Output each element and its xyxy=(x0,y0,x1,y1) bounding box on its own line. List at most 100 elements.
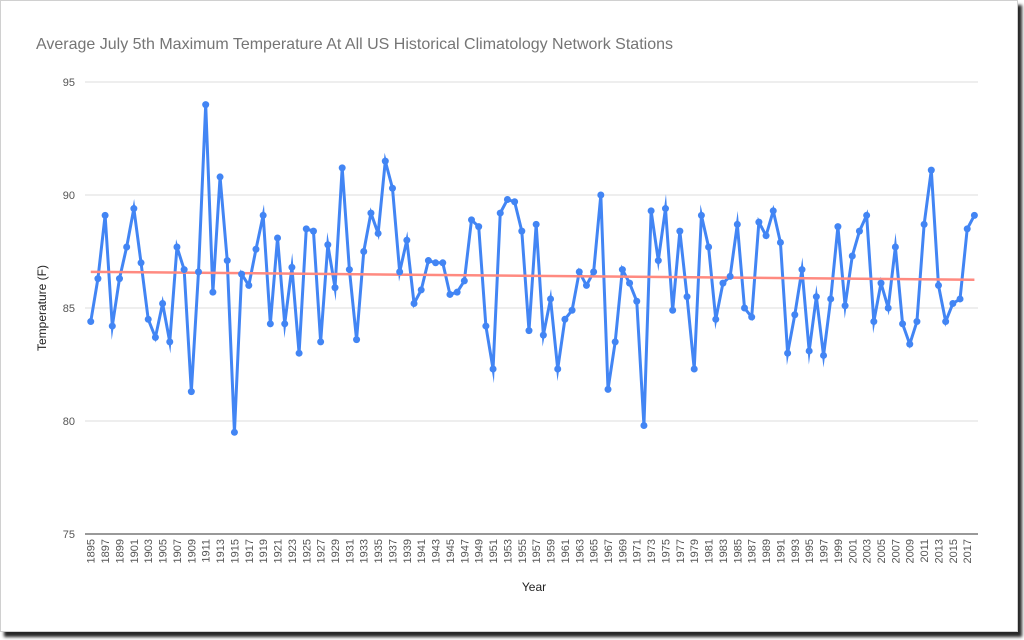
data-point-1974 xyxy=(654,257,662,265)
x-tick-label-1917: 1917 xyxy=(244,539,256,563)
data-point-1943 xyxy=(432,259,440,267)
x-tick-label-1901: 1901 xyxy=(129,539,141,563)
x-tick-label-1903: 1903 xyxy=(143,539,155,563)
data-point-1914 xyxy=(223,257,231,265)
x-tick-label-1969: 1969 xyxy=(617,539,629,563)
points-layer xyxy=(87,101,978,436)
data-point-1909 xyxy=(187,388,195,396)
data-point-2012 xyxy=(927,166,935,174)
data-point-1989 xyxy=(762,232,770,240)
trendline xyxy=(90,270,975,281)
x-tick-label-1943: 1943 xyxy=(431,539,443,563)
data-point-1912 xyxy=(209,288,217,296)
x-tick-label-2009: 2009 xyxy=(905,539,917,563)
y-tick-label-90: 90 xyxy=(63,190,75,202)
data-point-1927 xyxy=(317,338,325,346)
x-tick-label-1907: 1907 xyxy=(172,539,184,563)
x-tick-label-1971: 1971 xyxy=(632,539,644,563)
x-tick-label-1989: 1989 xyxy=(761,539,773,563)
y-tick-label-95: 95 xyxy=(63,77,75,89)
data-point-1911 xyxy=(202,101,210,109)
y-tick-label-85: 85 xyxy=(63,303,75,315)
data-point-1920 xyxy=(266,320,274,328)
x-tick-label-2013: 2013 xyxy=(933,539,945,563)
data-point-1953 xyxy=(503,196,511,204)
x-tick-label-1987: 1987 xyxy=(747,539,759,563)
x-tick-label-1915: 1915 xyxy=(229,539,241,563)
x-tick-label-1939: 1939 xyxy=(402,539,414,563)
data-point-1978 xyxy=(683,293,691,301)
x-tick-label-1925: 1925 xyxy=(301,539,313,563)
data-point-1936 xyxy=(381,157,389,165)
data-point-1928 xyxy=(324,241,332,249)
x-tick-label-1981: 1981 xyxy=(704,539,716,563)
data-point-1983 xyxy=(719,279,727,287)
x-tick-label-1929: 1929 xyxy=(330,539,342,563)
data-point-1993 xyxy=(791,311,799,319)
x-tick-label-1927: 1927 xyxy=(316,539,328,563)
y-axis-ticks: 75 80 85 90 95 xyxy=(63,77,75,541)
x-tick-label-1941: 1941 xyxy=(416,539,428,563)
x-tick-label-1945: 1945 xyxy=(445,539,457,563)
data-point-1934 xyxy=(367,209,375,217)
data-point-1949 xyxy=(475,223,483,231)
data-point-1947 xyxy=(460,277,468,285)
data-point-1952 xyxy=(496,209,504,217)
x-tick-label-1979: 1979 xyxy=(689,539,701,563)
data-point-1902 xyxy=(137,259,145,267)
data-point-2005 xyxy=(877,279,885,287)
x-tick-label-1937: 1937 xyxy=(387,539,399,563)
data-point-1904 xyxy=(151,333,159,341)
data-point-1946 xyxy=(453,288,461,296)
data-point-1944 xyxy=(439,259,447,267)
data-point-1995 xyxy=(805,347,813,355)
data-point-1963 xyxy=(575,268,583,276)
x-tick-label-1999: 1999 xyxy=(833,539,845,563)
data-point-2018 xyxy=(970,211,978,219)
data-point-2009 xyxy=(906,340,914,348)
data-point-1915 xyxy=(230,428,238,436)
data-point-1932 xyxy=(353,336,361,344)
x-tick-label-2007: 2007 xyxy=(890,539,902,563)
data-point-1950 xyxy=(482,322,490,330)
x-tick-label-1995: 1995 xyxy=(804,539,816,563)
data-point-1980 xyxy=(697,211,705,219)
data-point-1910 xyxy=(195,268,203,276)
data-point-1917 xyxy=(245,281,253,289)
data-point-1986 xyxy=(741,304,749,312)
data-point-2008 xyxy=(899,320,907,328)
data-point-1966 xyxy=(597,191,605,199)
data-point-2015 xyxy=(949,299,957,307)
data-point-2001 xyxy=(848,252,856,260)
data-point-1954 xyxy=(511,198,519,206)
x-tick-label-1963: 1963 xyxy=(574,539,586,563)
data-point-2017 xyxy=(963,225,971,233)
y-tick-label-80: 80 xyxy=(63,416,75,428)
data-point-1982 xyxy=(712,315,720,323)
data-point-1994 xyxy=(798,266,806,274)
data-point-2002 xyxy=(855,227,863,235)
data-point-1935 xyxy=(374,229,382,237)
data-point-1895 xyxy=(87,318,95,326)
x-tick-label-1911: 1911 xyxy=(201,539,213,563)
data-point-1999 xyxy=(834,223,842,231)
series-layer xyxy=(89,104,976,433)
data-point-2004 xyxy=(870,318,878,326)
x-tick-label-1919: 1919 xyxy=(258,539,270,563)
x-tick-label-1993: 1993 xyxy=(790,539,802,563)
x-tick-label-2011: 2011 xyxy=(919,539,931,563)
x-tick-label-1991: 1991 xyxy=(775,539,787,563)
data-point-1957 xyxy=(532,220,540,228)
x-tick-label-2015: 2015 xyxy=(948,539,960,563)
data-point-1908 xyxy=(180,266,188,274)
data-point-1990 xyxy=(769,207,777,215)
data-point-1985 xyxy=(733,220,741,228)
data-point-1991 xyxy=(776,238,784,246)
data-point-1956 xyxy=(525,327,533,335)
data-point-1951 xyxy=(489,365,497,373)
data-point-1981 xyxy=(705,243,713,251)
data-point-1968 xyxy=(611,338,619,346)
data-point-1961 xyxy=(561,315,569,323)
x-tick-label-1897: 1897 xyxy=(100,539,112,563)
